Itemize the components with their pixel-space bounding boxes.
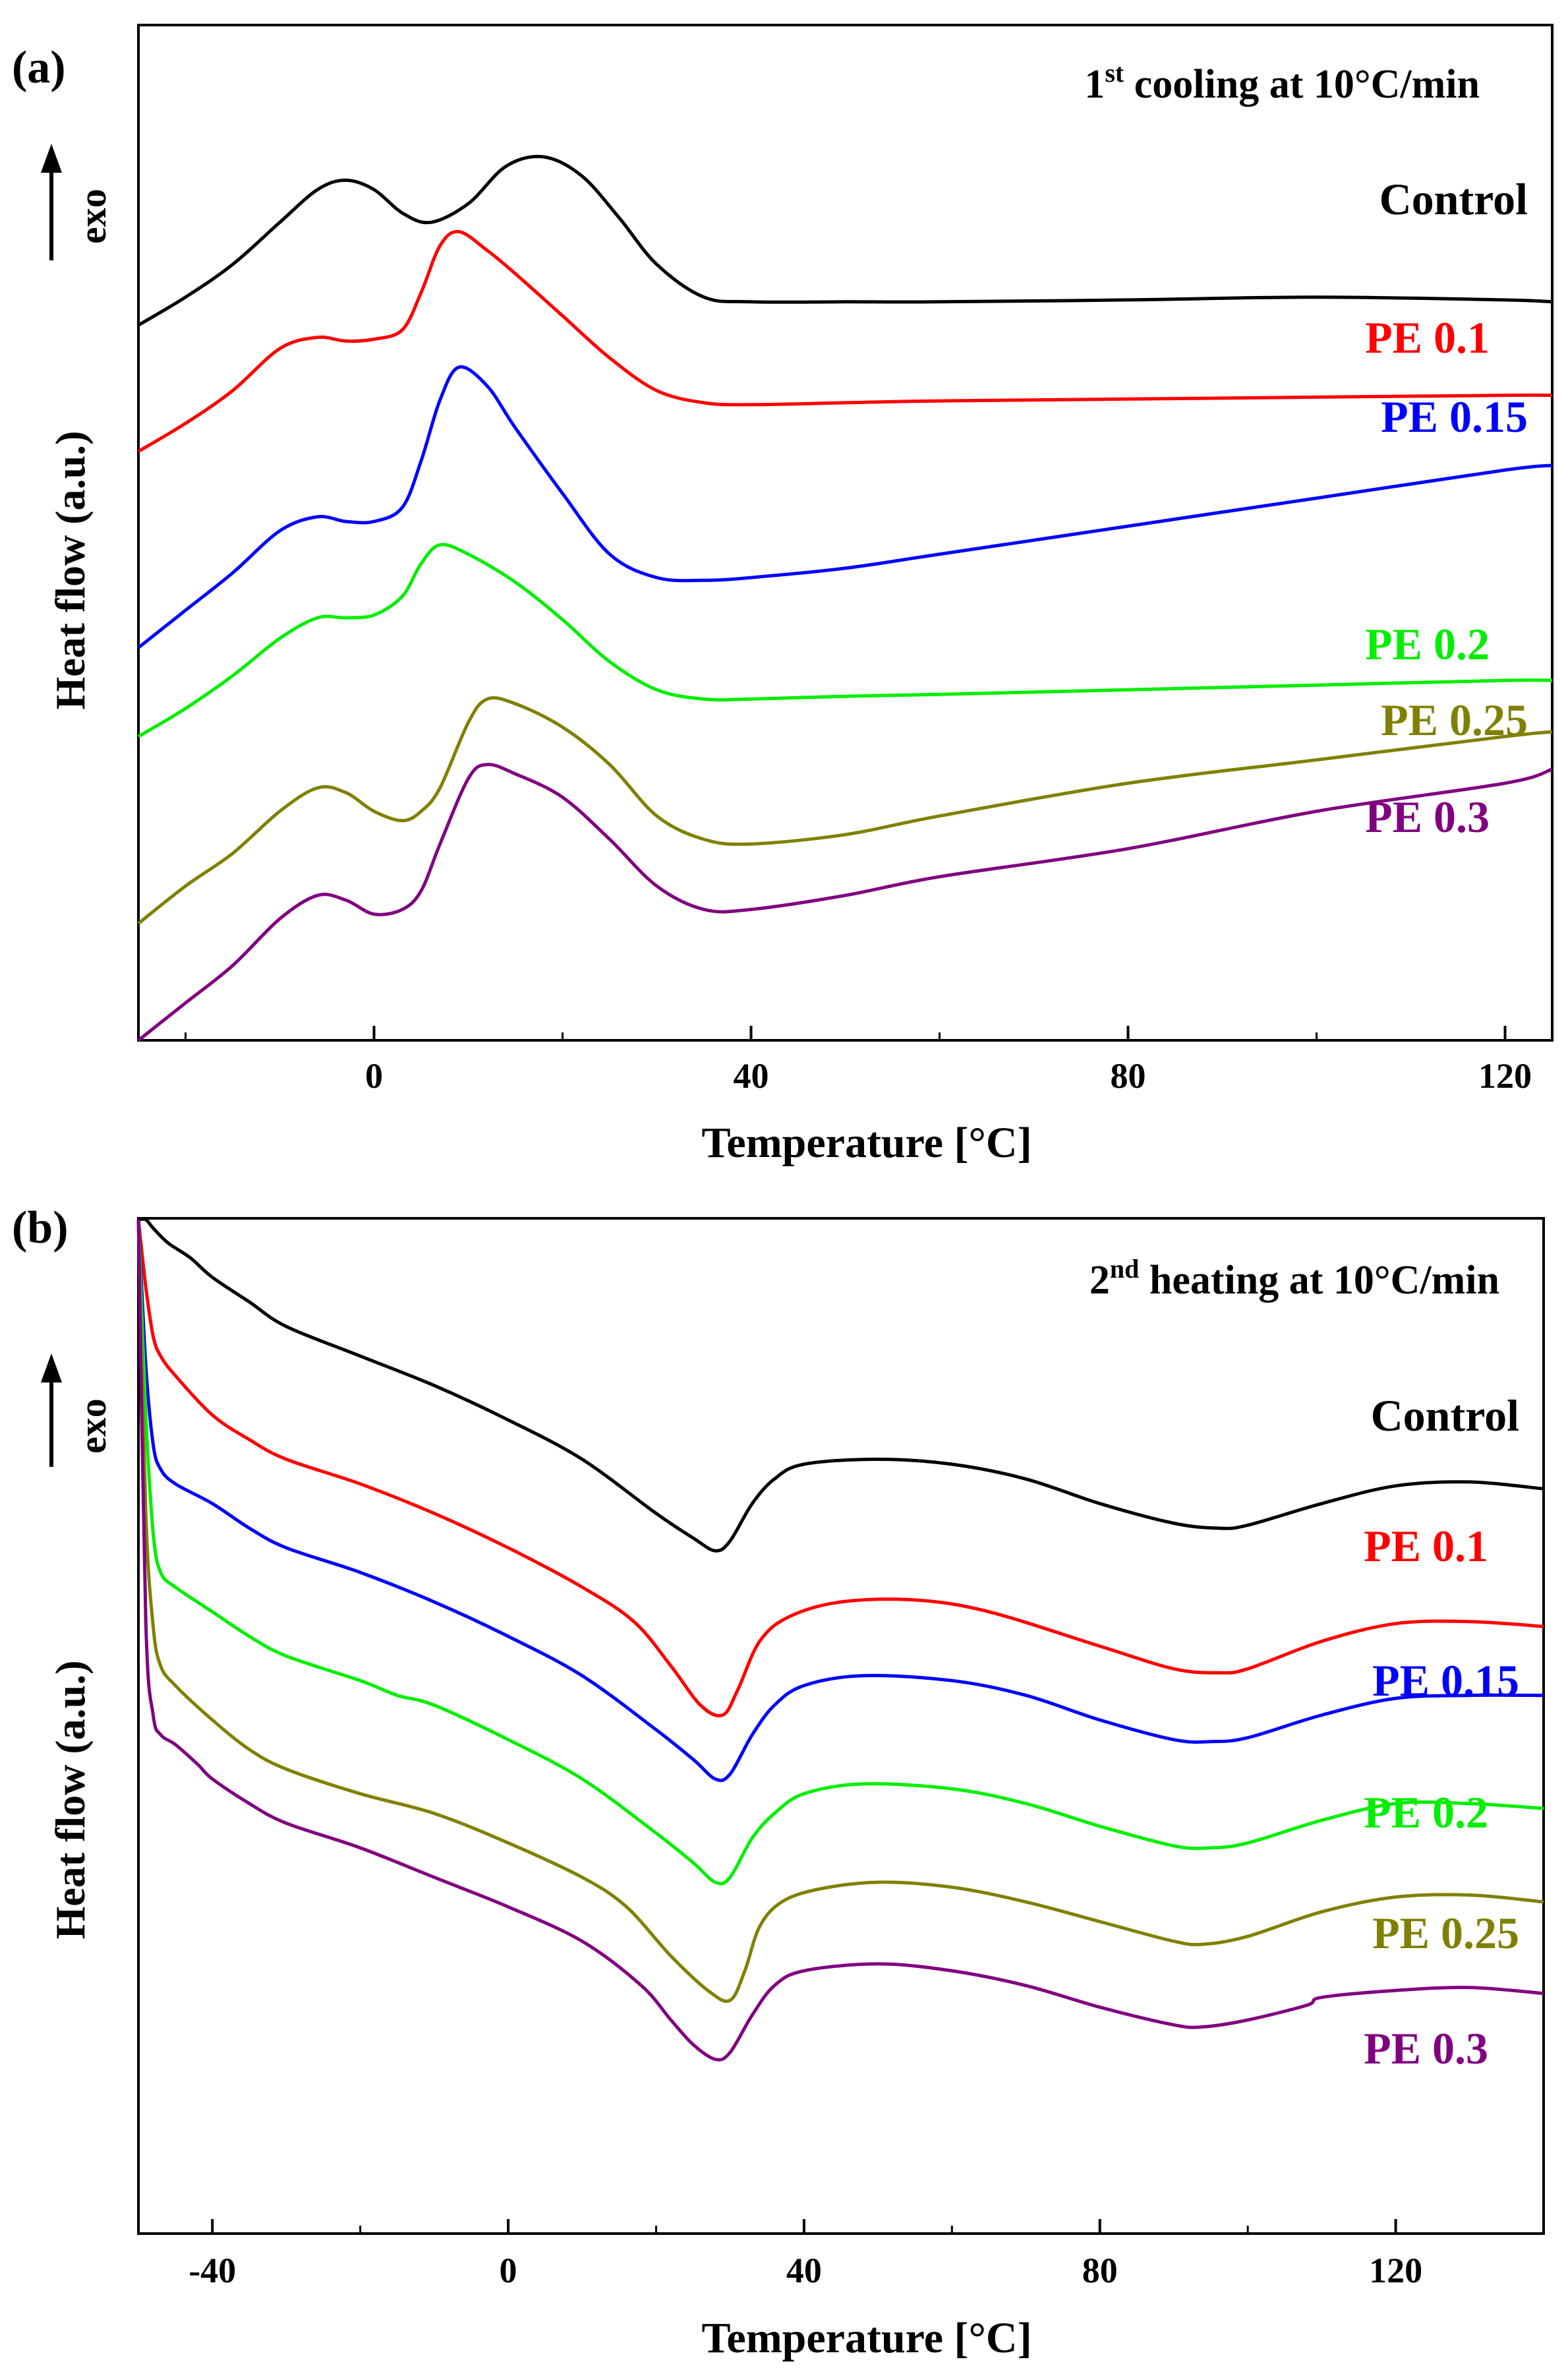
panel-a-legend-pe-0-3: PE 0.3 (1365, 792, 1490, 842)
panel-b-exo-label: exo (71, 1398, 114, 1454)
panel-a-legend-pe-0-2: PE 0.2 (1365, 619, 1490, 669)
panel-b-label: (b) (12, 1202, 69, 1253)
panel-b-ylabel: Heat flow (a.u.) (47, 1660, 94, 1939)
panel-b-xtick-label: -40 (189, 2251, 236, 2290)
panel-a-legend: Control PE 0.1 PE 0.15 PE 0.2 PE 0.25 PE… (1365, 174, 1528, 842)
panel-b-series-pe-0-3 (136, 1219, 1544, 2062)
panel-b-legend-pe-0-3: PE 0.3 (1364, 2023, 1488, 2073)
panel-b-series-control (138, 1217, 1544, 1553)
panel-b-series-pe-0-15 (136, 1219, 1544, 1783)
panel-b-series-pe-0-25 (136, 1219, 1544, 2003)
panel-b-series-pe-0-1 (136, 1219, 1544, 1717)
panel-a-series-pe-0-15 (137, 365, 1553, 649)
panel-b-plot-frame (137, 1217, 1545, 2235)
panel-a-series (137, 154, 1553, 1042)
panel-a-label: (a) (12, 42, 66, 93)
panel-a-xtick-label: 120 (1478, 1056, 1532, 1096)
panel-b-xtick-label: 0 (500, 2251, 517, 2290)
panel-a-title: 1st cooling at 10°C/min (1084, 58, 1480, 107)
panel-a-series-control (137, 154, 1553, 327)
panel-a-xlabel: Temperature [°C] (701, 1119, 1031, 1167)
panel-a-series-pe-0-2 (137, 543, 1553, 738)
panel-a-series-pe-0-1 (137, 229, 1553, 453)
panel-b-xtick-label: 80 (1082, 2251, 1118, 2290)
panel-a-ylabel: Heat flow (a.u.) (47, 430, 94, 709)
panel-a-series-pe-0-25 (137, 696, 1553, 925)
panel-b: (b) 2nd heating at 10°C/min exo Heat flo… (12, 1202, 1545, 2362)
panel-b-legend-control: Control (1371, 1390, 1519, 1440)
panel-a-xtick-label: 80 (1111, 1056, 1146, 1096)
panel-b-legend: Control PE 0.1 PE 0.15 PE 0.2 PE 0.25 PE… (1364, 1390, 1519, 2073)
panel-a-legend-pe-0-1: PE 0.1 (1365, 312, 1490, 363)
panel-a-xtick-label: 40 (734, 1056, 769, 1096)
panel-b-xtick-label: 40 (786, 2251, 822, 2290)
panel-b-legend-pe-0-1: PE 0.1 (1364, 1521, 1488, 1571)
panel-b-series (136, 1217, 1544, 2062)
panel-a-exo-label: exo (71, 189, 114, 244)
panel-a-series-pe-0-3 (137, 763, 1553, 1042)
panel-a: (a) 1st cooling at 10°C/min exo Heat flo… (12, 24, 1553, 1167)
panel-b-xlabel: Temperature [°C] (701, 2314, 1031, 2362)
panel-a-xtick-label: 0 (365, 1056, 383, 1096)
panel-b-exo-arrowhead-icon (41, 1353, 62, 1382)
panel-b-series-pe-0-2 (136, 1219, 1544, 1885)
panel-b-title: 2nd heating at 10°C/min (1089, 1254, 1499, 1303)
panel-b-xtick-label: 120 (1369, 2251, 1422, 2290)
panel-b-legend-pe-0-25: PE 0.25 (1372, 1908, 1519, 1958)
panel-a-ticks: 0 40 80 120 (185, 1026, 1532, 1096)
panel-b-legend-pe-0-2: PE 0.2 (1364, 1787, 1488, 1837)
panel-a-legend-pe-0-15: PE 0.15 (1381, 392, 1528, 442)
panel-b-legend-pe-0-15: PE 0.15 (1372, 1655, 1519, 1706)
panel-a-plot-frame (137, 24, 1553, 1042)
panel-b-ticks: -40 0 40 80 120 (189, 2219, 1545, 2290)
panel-a-exo-arrowhead-icon (41, 144, 62, 173)
panel-a-legend-control: Control (1379, 174, 1528, 224)
panel-a-legend-pe-0-25: PE 0.25 (1381, 695, 1528, 745)
